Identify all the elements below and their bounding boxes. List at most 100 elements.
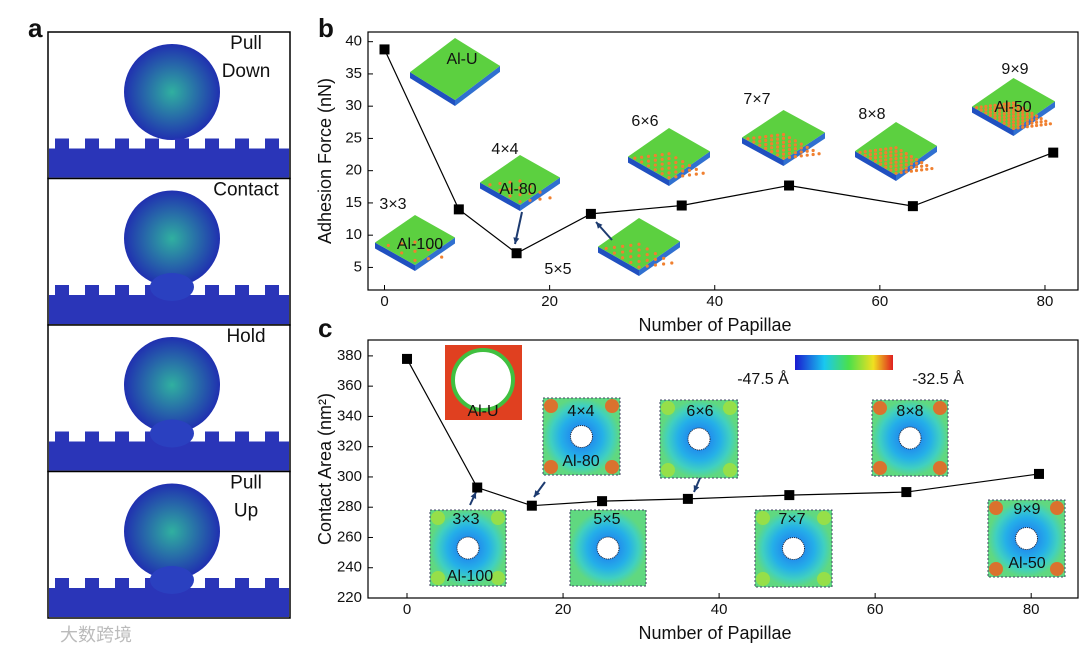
frame-label: Up: [234, 501, 258, 522]
papilla-dot: [775, 145, 780, 149]
papilla-dot: [660, 153, 664, 157]
frame-label: Hold: [226, 326, 265, 347]
papilla-dot: [681, 169, 685, 173]
watermark: 大数跨境: [60, 625, 132, 645]
annotation: 6×6: [631, 113, 658, 130]
papilla-dot: [884, 154, 888, 158]
papilla-dot: [889, 154, 893, 158]
papilla-dot: [1030, 111, 1034, 115]
papilla-dot: [518, 179, 522, 183]
plate: [375, 215, 455, 265]
x-tick-label: 0: [380, 293, 388, 310]
contact-ring: [451, 348, 515, 412]
papilla-dot: [781, 152, 786, 156]
papilla-dot: [889, 164, 893, 169]
papilla-dot: [1011, 104, 1016, 108]
papilla-dot: [629, 249, 633, 253]
papilla-dot: [1002, 108, 1006, 113]
plot-frame: [367, 339, 1079, 599]
marker: [585, 208, 596, 219]
contact-spot: [1015, 527, 1038, 550]
papilla-dot: [884, 161, 888, 166]
panel-label: c: [318, 313, 332, 343]
y-axis-title: Contact Area (nm²): [315, 393, 335, 545]
annotation: 3×3: [379, 196, 406, 213]
arrow-head: [470, 492, 477, 499]
papilla-spot: [1050, 501, 1064, 515]
marker: [472, 482, 483, 493]
papilla-dot: [868, 149, 872, 153]
papilla-dot: [1030, 124, 1034, 128]
annotation: 6×6: [686, 403, 713, 420]
papilla-dot: [793, 143, 797, 147]
papilla-dot: [894, 171, 898, 175]
annotation: Al-100: [447, 568, 493, 585]
papilla-dot: [993, 103, 997, 107]
papilla-dot: [612, 245, 617, 249]
contact-neck: [150, 419, 194, 448]
y-tick-label: 320: [337, 438, 362, 455]
papilla-dot: [1044, 122, 1048, 126]
papilla: [115, 431, 129, 444]
papilla-dot: [1034, 123, 1039, 128]
papilla-dot: [920, 168, 924, 172]
papilla-dot: [1016, 103, 1020, 108]
papilla-dot: [1011, 101, 1016, 105]
papilla-dot: [984, 108, 988, 112]
papilla-dot: [386, 243, 390, 248]
marker: [676, 200, 687, 211]
papilla: [205, 285, 219, 297]
contact-spot: [596, 536, 620, 560]
papilla-dot: [863, 150, 867, 154]
papilla-dot: [899, 152, 903, 156]
papilla: [85, 578, 99, 590]
panel-label: a: [28, 13, 43, 43]
papilla-dot: [667, 176, 671, 180]
annotation: 9×9: [1001, 61, 1028, 78]
plate-side: [972, 106, 1014, 136]
papilla-dot: [993, 110, 997, 114]
papilla-dot: [1002, 112, 1006, 116]
x-tick-label: 40: [711, 601, 728, 618]
papilla-dot: [868, 153, 872, 157]
papilla-spot: [817, 572, 831, 586]
arrow-head: [513, 237, 520, 244]
papilla-dot: [528, 184, 532, 189]
marker: [682, 493, 693, 504]
papilla-dot: [667, 156, 671, 161]
papilla-dot: [1048, 122, 1052, 126]
papilla-dot: [1002, 115, 1006, 119]
papilla: [265, 285, 279, 297]
papilla: [205, 431, 219, 444]
papilla-dot: [899, 163, 903, 167]
papilla-dot: [687, 163, 692, 168]
papilla-dot: [660, 172, 664, 176]
papilla-dot: [1034, 117, 1039, 121]
papilla-dot: [909, 158, 913, 162]
papilla-dot: [914, 168, 919, 173]
papilla-dot: [1016, 123, 1020, 127]
papilla: [55, 285, 69, 297]
annotation: Al-U: [467, 403, 498, 420]
papilla-dot: [805, 153, 809, 157]
frame-label: Down: [222, 61, 271, 82]
papilla-dot: [899, 170, 903, 175]
papilla-dot: [799, 146, 803, 150]
y-tick-label: 20: [345, 162, 362, 179]
papilla-dot: [518, 193, 522, 197]
y-tick-label: 25: [345, 129, 362, 146]
papilla-dot: [793, 147, 797, 151]
papilla-dot: [993, 106, 997, 111]
sphere: [124, 483, 220, 580]
marker: [1048, 147, 1059, 158]
annotation: 9×9: [1013, 501, 1040, 518]
papilla-dot: [667, 166, 671, 170]
papilla-dot: [413, 249, 417, 253]
papilla-spot: [605, 460, 619, 474]
plate-side: [639, 241, 680, 276]
y-tick-label: 220: [337, 589, 362, 606]
papilla-dot: [660, 157, 664, 162]
papilla-dot: [645, 258, 649, 262]
papilla-dot: [1025, 109, 1029, 113]
papilla-dot: [787, 136, 792, 140]
